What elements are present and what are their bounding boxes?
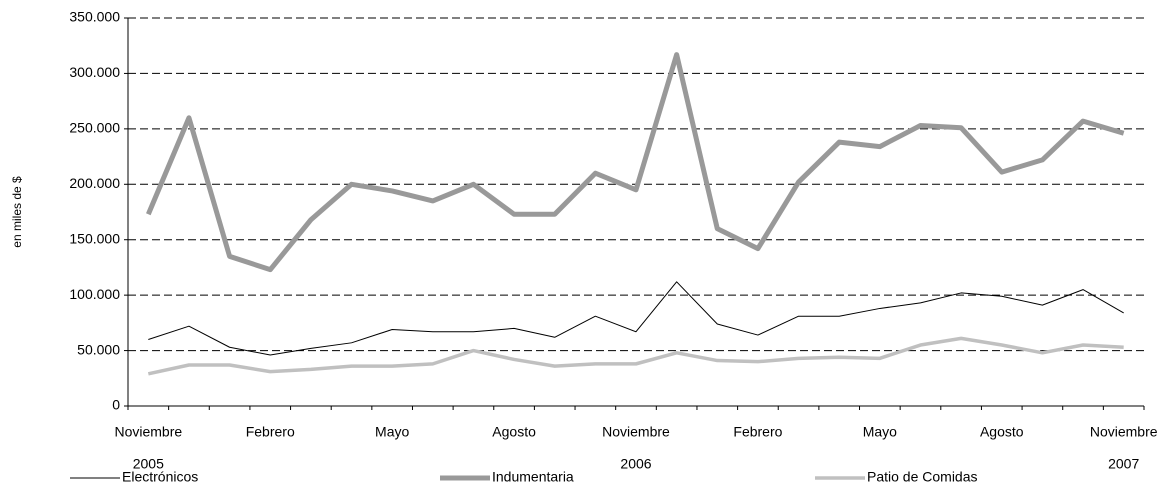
x-tick-label: Noviembre <box>114 424 182 440</box>
x-tick-label: Noviembre <box>602 424 670 440</box>
legend-label: Patio de Comidas <box>867 469 978 485</box>
year-label: 2005 <box>133 456 164 472</box>
x-tick-label: Mayo <box>375 424 409 440</box>
x-tick-label: Febrero <box>246 424 295 440</box>
y-tick-label: 0 <box>112 397 120 413</box>
x-tick-label: Mayo <box>863 424 897 440</box>
y-tick-label: 50.000 <box>77 341 120 357</box>
year-label: 2006 <box>620 456 651 472</box>
y-tick-label: 150.000 <box>69 230 120 246</box>
series-line <box>147 336 1124 376</box>
x-tick-label: Noviembre <box>1090 424 1158 440</box>
series-line <box>146 52 1125 273</box>
y-tick-label: 300.000 <box>69 64 120 80</box>
y-tick-label: 200.000 <box>69 175 120 191</box>
y-tick-label: 250.000 <box>69 120 120 136</box>
legend-label: Indumentaria <box>492 469 574 485</box>
series-line <box>148 281 1124 356</box>
y-tick-label: 100.000 <box>69 286 120 302</box>
y-axis-label: en miles de $ <box>10 176 24 248</box>
y-tick-label: 350.000 <box>69 9 120 25</box>
year-label: 2007 <box>1108 456 1139 472</box>
legend-label: Electrónicos <box>122 469 198 485</box>
x-tick-label: Agosto <box>980 424 1024 440</box>
x-tick-label: Febrero <box>733 424 782 440</box>
x-tick-label: Agosto <box>492 424 536 440</box>
